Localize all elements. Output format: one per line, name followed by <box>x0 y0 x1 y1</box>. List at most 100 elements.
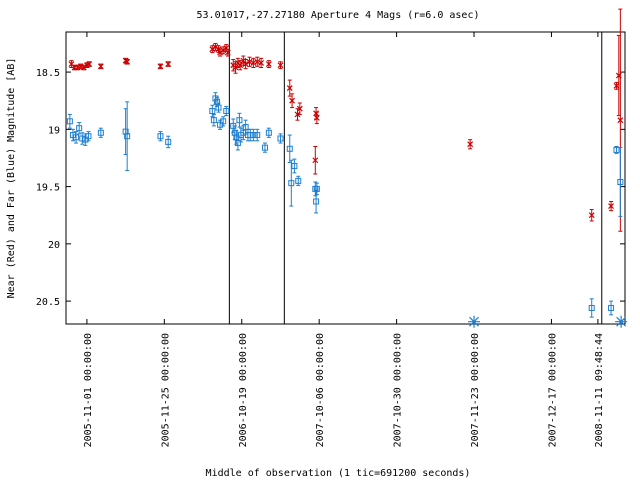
x-marker <box>77 63 84 70</box>
square-marker <box>223 108 230 115</box>
y-axis: 18.5 19 19.5 20 20.5 <box>36 68 625 308</box>
chart-title: 53.01017,-27.27180 Aperture 4 Mags (r=6.… <box>197 10 480 21</box>
star-marker <box>468 315 481 328</box>
x-tick-label: 2007-11-23 00:00:00 <box>470 333 481 447</box>
square-marker <box>286 145 293 152</box>
x-marker <box>608 203 614 209</box>
near-point <box>467 139 474 150</box>
x-marker <box>224 49 231 56</box>
near-point <box>124 58 131 65</box>
x-marker <box>165 61 172 67</box>
x-tick-label: 2005-11-25 00:00:00 <box>160 333 171 447</box>
x-marker <box>312 157 319 164</box>
near-point <box>246 56 253 67</box>
y-tick-label: 19 <box>48 125 60 136</box>
near-point <box>277 61 284 70</box>
far-point <box>613 146 620 154</box>
far-point <box>97 127 104 138</box>
x-marker <box>296 105 303 112</box>
far-point <box>254 128 261 142</box>
far-point <box>617 147 624 217</box>
x-marker <box>265 61 272 67</box>
far-point <box>261 142 268 153</box>
square-marker <box>210 117 217 124</box>
square-marker <box>66 118 73 125</box>
square-marker <box>250 132 257 139</box>
near-point <box>258 57 265 68</box>
near-point <box>240 55 247 66</box>
far-point <box>234 135 241 151</box>
square-marker <box>79 135 86 142</box>
x-marker <box>74 64 81 71</box>
near-point <box>289 93 296 109</box>
near-point <box>223 44 230 52</box>
square-marker <box>165 138 172 145</box>
near-point <box>608 200 614 212</box>
far-point <box>250 128 257 142</box>
y-tick-label: 20 <box>48 240 60 251</box>
far-point <box>313 182 320 196</box>
near-point <box>165 61 172 67</box>
far-point <box>295 175 302 186</box>
far-point <box>157 131 164 142</box>
far-point <box>79 132 86 145</box>
x-tick-label: 2007-12-17 00:00:00 <box>547 333 558 447</box>
square-marker <box>277 135 284 142</box>
segment-breaks <box>228 32 603 324</box>
x-marker <box>157 63 164 70</box>
data-marks <box>66 8 628 328</box>
near-point <box>294 108 301 121</box>
x-marker <box>294 111 301 118</box>
near-point <box>237 60 244 71</box>
near-point <box>86 61 93 67</box>
x-tick-label: 2008-11-11 09:48:44 <box>594 333 605 447</box>
near-point <box>209 45 216 54</box>
limit-marker <box>468 315 481 328</box>
square-marker <box>215 104 222 111</box>
far-point <box>85 131 92 142</box>
near-point <box>312 146 319 175</box>
far-point <box>210 113 217 127</box>
x-marker <box>97 63 104 70</box>
x-tick-label: 2005-11-01 00:00:00 <box>83 333 94 447</box>
square-marker <box>313 185 320 192</box>
plot-area <box>65 31 626 325</box>
far-point <box>66 113 73 129</box>
square-marker <box>608 304 615 311</box>
far-point <box>265 127 272 138</box>
x-marker <box>258 59 265 66</box>
y-axis-label: Near (Red) and Far (Blue) Magnitude [AB] <box>6 58 17 299</box>
square-marker <box>313 198 320 205</box>
square-marker <box>73 134 80 141</box>
square-marker <box>613 146 620 153</box>
square-marker <box>288 180 295 187</box>
far-point <box>313 189 320 214</box>
x-marker <box>240 57 247 64</box>
far-point <box>242 119 249 135</box>
x-marker <box>613 82 620 89</box>
x-marker <box>588 212 595 219</box>
x-marker <box>467 141 474 148</box>
limit-marker <box>615 315 628 328</box>
x-tick-label: 2007-10-06 00:00:00 <box>315 333 326 447</box>
y-tick-label: 19.5 <box>36 183 60 194</box>
square-marker <box>261 144 268 151</box>
far-point <box>165 135 172 149</box>
square-marker <box>588 304 595 311</box>
x-marker <box>237 62 244 69</box>
far-point <box>217 119 224 130</box>
x-marker <box>246 58 253 65</box>
far-point <box>291 158 298 174</box>
square-marker <box>242 124 249 131</box>
far-point <box>124 101 131 172</box>
near-point <box>296 102 303 115</box>
far-point <box>215 102 222 113</box>
far-point <box>76 121 83 135</box>
x-marker <box>313 114 320 121</box>
far-point <box>288 159 295 207</box>
far-point <box>608 300 615 316</box>
far-point <box>236 112 243 128</box>
square-marker <box>234 140 241 147</box>
x-marker <box>250 59 257 66</box>
square-marker <box>254 132 261 139</box>
